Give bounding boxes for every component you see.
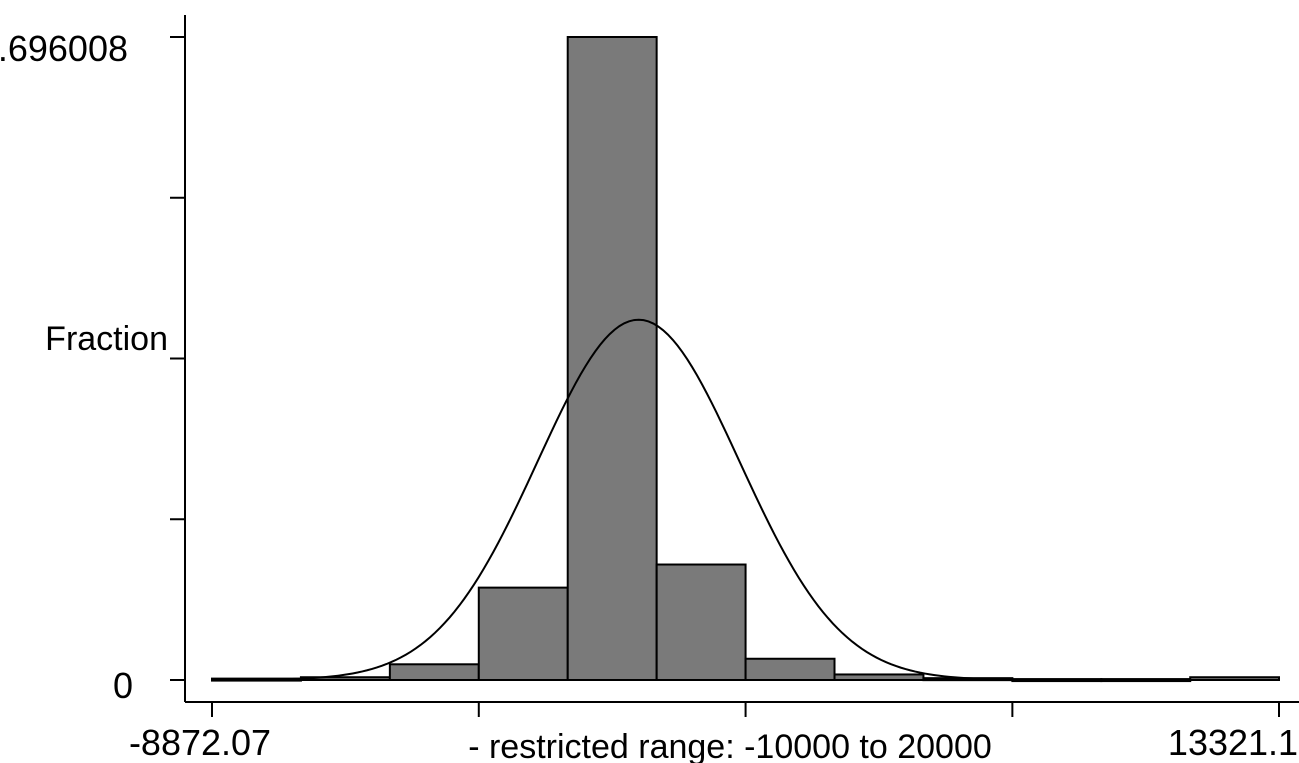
x-axis-title: - restricted range: -10000 to 20000 — [468, 728, 992, 763]
histogram-bars — [211, 36, 1280, 683]
x-axis-ticks — [211, 702, 1280, 717]
y-axis-title: Fraction — [45, 320, 168, 358]
y-tick-label-zero: 0 — [113, 665, 133, 706]
histogram-bar-2 — [388, 663, 480, 681]
x-tick-label-min: -8872.07 — [129, 722, 271, 763]
x-tick-label-max: 13321.1 — [1168, 722, 1298, 763]
normal-density-curve — [211, 318, 1279, 681]
histogram-bar-7 — [833, 673, 925, 682]
y-axis-ticks — [170, 36, 185, 681]
histogram-bar-5 — [655, 563, 747, 682]
histogram-bar-4 — [566, 36, 658, 681]
histogram-bar-6 — [744, 657, 836, 681]
histogram-bar-3 — [477, 586, 569, 681]
y-tick-label-max: .696008 — [0, 28, 128, 69]
